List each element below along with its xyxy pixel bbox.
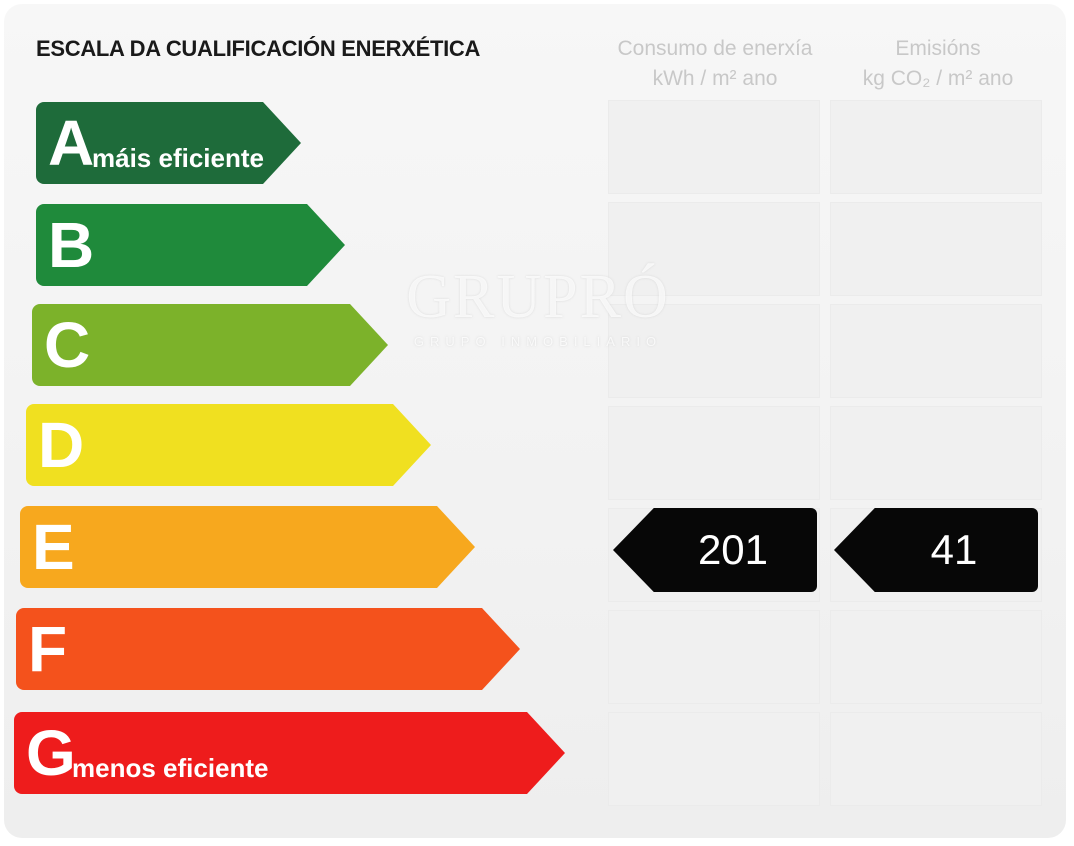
energy-class-bar-d: D [26,404,431,486]
energy-value: 201 [697,526,769,573]
grid-cell [830,304,1042,398]
grid-cell [830,406,1042,500]
energy-class-letter: E [32,511,75,583]
energy-column-unit: kWh / m² ano [652,67,778,90]
energy-class-letter: C [44,309,91,381]
energy-class-letter: B [48,209,95,281]
grid-cell [830,610,1042,704]
watermark-sub: GRUPO INMOBILIARIO [413,334,663,349]
energy-value-indicator: 201 [613,508,817,592]
energy-class-letter: G [26,717,76,789]
energy-class-letter: A [48,107,95,179]
emissions-value: 41 [930,526,978,573]
emissions-column-header: Emisións kg CO₂ / m² ano [828,34,1048,94]
grid-cell [608,202,820,296]
grid-cell [830,712,1042,806]
emissions-value-indicator: 41 [834,508,1038,592]
watermark-main: GRUPRÓ [406,263,670,331]
energy-class-bar-e: E [20,506,475,588]
energy-column-header: Consumo de enerxía kWh / m² ano [605,34,825,94]
energy-class-description: menos eficiente [72,753,269,783]
grid-cell [608,712,820,806]
grid-cell [830,100,1042,194]
grid-cell [608,610,820,704]
energy-class-bar-c: C [32,304,388,386]
watermark-logo: GRUPRÓ GRUPO INMOBILIARIO [398,262,678,352]
emissions-column-title: Emisións [895,37,981,60]
energy-class-bar-b: B [36,204,345,286]
energy-class-bar-f: F [16,608,520,690]
energy-column-title: Consumo de enerxía [617,37,813,60]
energy-class-letter: F [28,613,68,685]
grid-cell [608,304,820,398]
grid-cell [608,406,820,500]
scale-title: ESCALA DA CUALIFICACIÓN ENERXÉTICA [36,36,481,61]
emissions-column-unit: kg CO₂ / m² ano [862,67,1014,90]
grid-cell [608,100,820,194]
energy-class-letter: D [38,409,85,481]
energy-class-description: máis eficiente [92,143,264,173]
grid-cell [830,202,1042,296]
